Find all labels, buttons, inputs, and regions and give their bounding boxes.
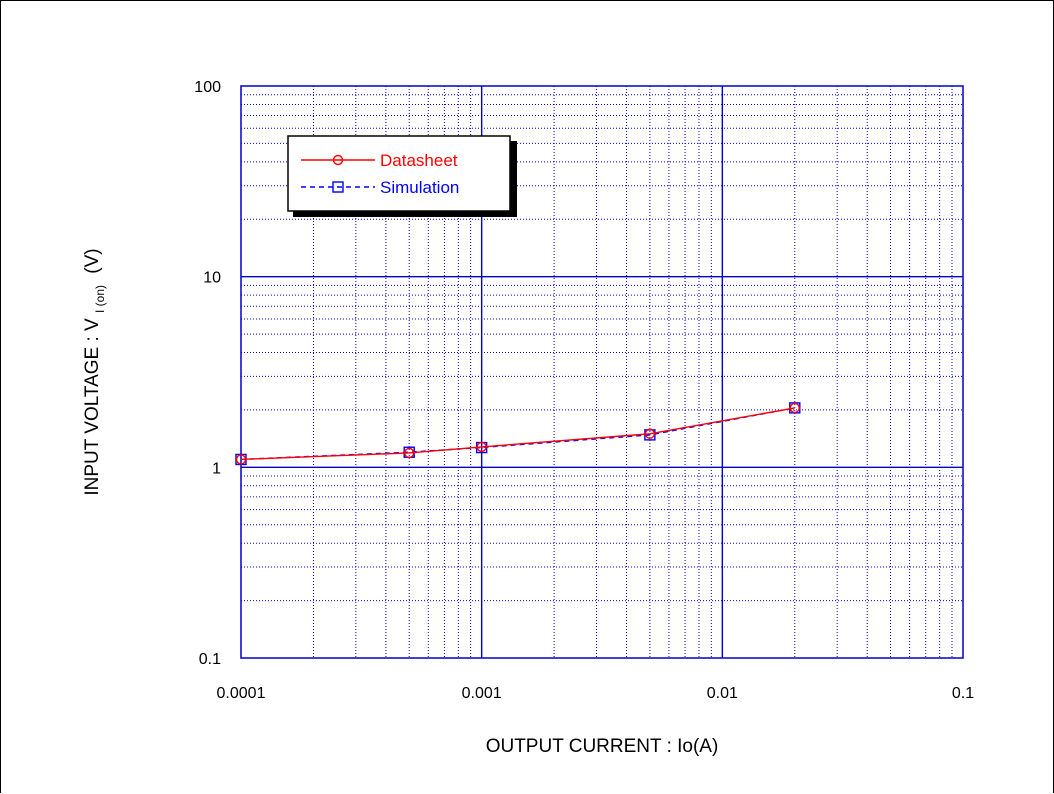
y-tick-label: 0.1	[199, 651, 221, 668]
x-tick-label: 0.01	[707, 685, 738, 702]
y-tick-label: 10	[203, 270, 221, 287]
legend-label-datasheet: Datasheet	[380, 151, 458, 170]
svg-text:INPUT VOLTAGE : V I (o: INPUT VOLTAGE : V I (on) (V)	[82, 248, 109, 495]
x-axis-title: OUTPUT CURRENT : Io(A)	[486, 736, 719, 757]
grid	[241, 86, 963, 658]
legend: Datasheet Simulation	[287, 135, 517, 217]
series-line-simulation	[240, 407, 795, 461]
series-simulation	[235, 402, 801, 466]
y-tick-label: 100	[194, 79, 221, 96]
y-tick-labels: 100 10 1 0.1	[194, 79, 221, 668]
series-line-datasheet	[240, 407, 795, 461]
y-tick-label: 1	[212, 460, 221, 477]
series-layer	[235, 402, 801, 466]
legend-marker-simulation	[332, 181, 344, 193]
legend-item-simulation: Simulation	[301, 178, 459, 197]
legend-label-simulation: Simulation	[380, 178, 459, 197]
plot-border	[240, 85, 964, 659]
legend-item-datasheet: Datasheet	[301, 151, 458, 170]
x-tick-label: 0.0001	[217, 685, 266, 702]
x-tick-label: 0.001	[462, 685, 502, 702]
y-axis-title: INPUT VOLTAGE : V I (on) (V)	[82, 248, 109, 495]
data-point-datasheet	[644, 428, 656, 439]
y-axis-title-unit: (V)	[82, 248, 103, 273]
data-point-datasheet	[235, 454, 247, 465]
data-point-datasheet	[476, 441, 487, 453]
x-tick-labels: 0.0001 0.001 0.01 0.1	[217, 685, 975, 702]
data-point-datasheet	[404, 447, 415, 459]
legend-items: Datasheet Simulation	[301, 151, 459, 197]
y-axis-title-main: INPUT VOLTAGE : V	[82, 318, 103, 496]
legend-box	[287, 135, 511, 212]
x-tick-label: 0.1	[952, 685, 974, 702]
y-axis-title-subscript: I (on)	[93, 285, 107, 313]
data-point-datasheet	[789, 402, 800, 414]
legend-marker-datasheet	[332, 154, 344, 166]
series-datasheet	[235, 402, 800, 465]
